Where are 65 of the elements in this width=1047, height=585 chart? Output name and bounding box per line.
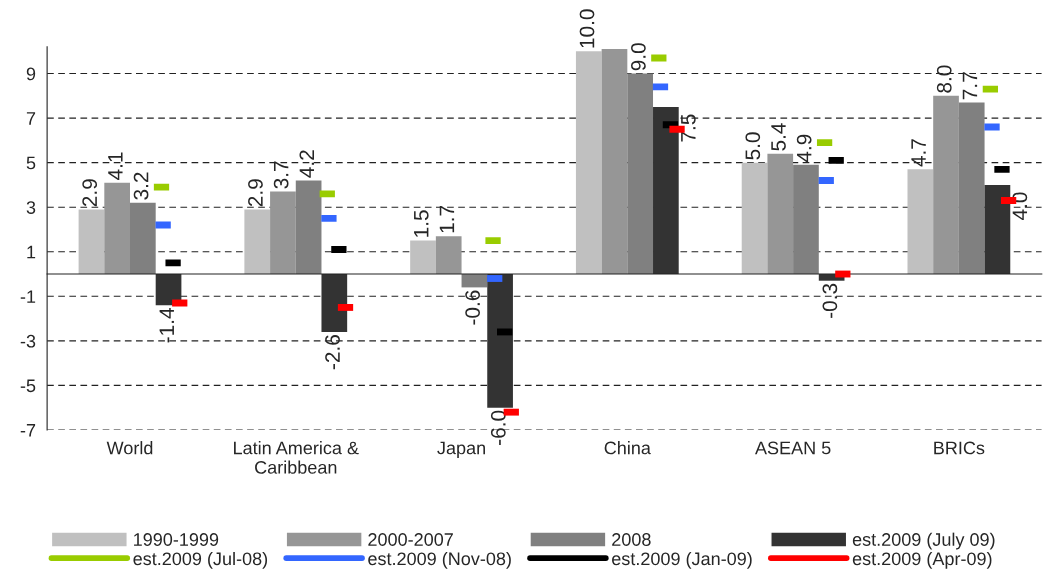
bar xyxy=(984,184,1011,275)
bar xyxy=(487,274,513,408)
y-tick-label: 7 xyxy=(26,112,36,125)
data-label: 5.4 xyxy=(771,123,786,151)
data-label: 1.5 xyxy=(414,210,429,237)
data-label: 7.7 xyxy=(962,72,978,100)
bar xyxy=(793,164,819,275)
data-label: -0.3 xyxy=(822,283,838,318)
legend-label: est.2009 (July 09) xyxy=(852,532,995,550)
legend-label: est.2009 (Jan-09) xyxy=(612,551,752,569)
bar xyxy=(435,236,462,275)
y-tick-label: 1 xyxy=(27,245,36,259)
x-tick-label: World xyxy=(106,441,153,455)
legend-label: est.2009 (Nov-08) xyxy=(368,551,511,569)
data-label: 4.1 xyxy=(108,152,123,180)
data-label: 4.9 xyxy=(796,134,812,163)
bar xyxy=(767,153,794,275)
bar xyxy=(270,191,296,275)
bar xyxy=(933,95,959,275)
data-label: 3.7 xyxy=(273,161,289,189)
y-tick-label: -5 xyxy=(20,379,36,393)
x-tick-label: Japan xyxy=(437,441,485,458)
bar xyxy=(907,169,934,275)
data-label: 3.2 xyxy=(133,172,149,200)
y-tick-label: 5 xyxy=(26,156,36,170)
x-tick-label: BRICs xyxy=(934,441,985,455)
data-label: 4.2 xyxy=(299,150,315,178)
bar xyxy=(130,202,156,275)
bar xyxy=(653,106,679,275)
bar xyxy=(958,102,985,275)
bar xyxy=(244,209,271,275)
data-label: 2.9 xyxy=(248,179,263,207)
data-label: 7.5 xyxy=(681,114,696,142)
bar xyxy=(741,162,768,275)
legend-label: 1990-1999 xyxy=(134,533,219,546)
legend-label: 2008 xyxy=(612,533,651,546)
data-label: -0.6 xyxy=(465,290,480,325)
legend-label: est.2009 (Apr-09) xyxy=(852,551,992,569)
legend-label: est.2009 (Jul-08) xyxy=(133,551,268,569)
bar xyxy=(410,240,436,275)
y-tick-label: 3 xyxy=(26,201,36,214)
bar xyxy=(627,73,654,275)
data-label: -6.0 xyxy=(490,410,506,445)
y-tick-label: -3 xyxy=(20,334,36,348)
data-label: 5.0 xyxy=(745,132,761,160)
bar xyxy=(575,51,602,275)
x-tick-label: ASEAN 5 xyxy=(755,441,831,455)
y-tick-label: 9 xyxy=(26,67,36,81)
data-label: 10.0 xyxy=(579,9,595,48)
data-label: 1.7 xyxy=(439,206,455,233)
legend-label: 2000-2007 xyxy=(368,533,453,546)
data-label: -2.6 xyxy=(325,335,340,370)
data-label: 9.0 xyxy=(631,43,646,71)
data-label: 2.9 xyxy=(82,179,98,207)
bar xyxy=(601,49,628,275)
data-label: -1.4 xyxy=(159,308,174,343)
bar xyxy=(321,274,348,332)
bar xyxy=(104,182,130,275)
y-tick-label: -7 xyxy=(20,424,36,437)
bar xyxy=(295,180,322,275)
y-tick-label: -1 xyxy=(20,290,36,303)
bar xyxy=(78,209,105,275)
data-label: 4.7 xyxy=(911,139,926,167)
x-tick-label: China xyxy=(604,441,651,455)
x-tick-label: Latin America & Caribbean xyxy=(234,441,359,474)
